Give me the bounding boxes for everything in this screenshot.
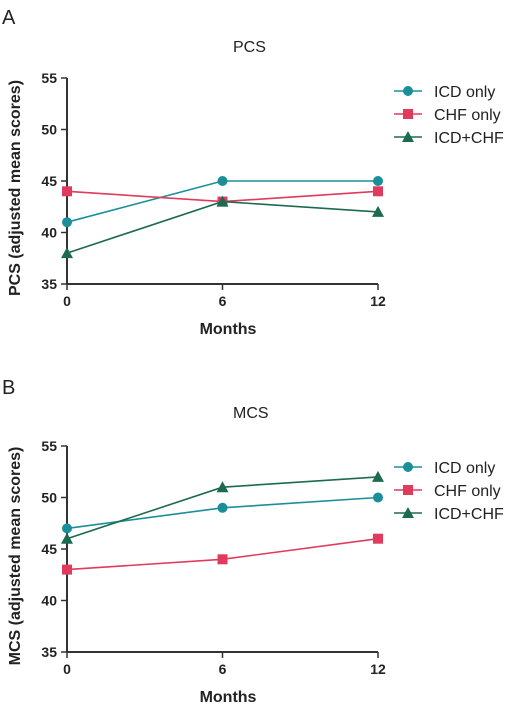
x-tick-label: 12 <box>370 293 386 309</box>
data-point <box>217 554 228 565</box>
y-tick-label: 40 <box>41 593 57 609</box>
legend-entry: ICD only <box>434 84 495 101</box>
legend-marker <box>402 131 414 142</box>
y-tick-label: 50 <box>41 490 57 506</box>
x-tick-label: 6 <box>219 293 227 309</box>
data-point <box>61 247 73 259</box>
series-icd-chf <box>61 195 384 259</box>
data-point <box>217 176 228 186</box>
y-tick-label: 45 <box>41 541 57 557</box>
data-point <box>62 217 72 228</box>
chart-title: PCS <box>233 39 266 56</box>
data-point <box>373 186 383 197</box>
data-point <box>62 186 72 197</box>
data-point <box>372 205 384 217</box>
series-line <box>66 537 379 571</box>
data-point <box>62 523 72 534</box>
data-point <box>216 481 229 493</box>
y-tick-label: 55 <box>41 70 57 86</box>
series-icd-only <box>62 176 383 228</box>
legend-marker <box>403 462 413 472</box>
legend-entry: ICD only <box>434 460 495 477</box>
series-chf-only <box>62 533 383 575</box>
legend-entry: CHF only <box>434 483 501 500</box>
chart-title: MCS <box>233 405 269 422</box>
y-axis-label: PCS (adjusted mean scores) <box>7 80 24 296</box>
legend-marker <box>403 109 413 119</box>
legend: ICD only CHF only ICD+CHF <box>394 84 504 147</box>
x-axis-label: Months <box>200 321 257 338</box>
y-tick-label: 40 <box>41 225 57 241</box>
y-tick-label: 45 <box>41 173 57 189</box>
data-point <box>62 564 72 575</box>
legend-entry: CHF only <box>434 107 501 124</box>
data-point <box>373 176 383 186</box>
data-point <box>373 533 383 544</box>
y-tick-label: 50 <box>41 122 57 138</box>
x-tick-label: 0 <box>63 293 71 309</box>
data-point <box>217 502 228 513</box>
chart-panel-b: B MCS 35 40 45 50 55 0 6 12 Months MCS (adjusted me… <box>2 377 504 706</box>
x-tick-label: 0 <box>63 661 71 677</box>
y-tick-label: 35 <box>41 644 57 660</box>
data-point <box>372 470 384 482</box>
y-tick-label: 55 <box>41 438 57 454</box>
series-icd-only <box>62 492 383 534</box>
legend-marker <box>402 507 414 518</box>
y-tick-label: 35 <box>41 276 57 292</box>
series-icd-chf <box>61 470 384 544</box>
chart-panel-a: A PCS 35 40 45 50 55 0 6 12 Months PCS (adjusted me… <box>2 7 504 338</box>
data-point <box>61 532 73 544</box>
x-axis-label: Months <box>200 689 257 706</box>
panel-letter: A <box>2 7 16 29</box>
legend: ICD only CHF only ICD+CHF <box>394 460 504 523</box>
data-point <box>216 195 229 207</box>
legend-entry: ICD+CHF <box>434 130 504 147</box>
x-tick-label: 6 <box>219 661 227 677</box>
panel-letter: B <box>2 377 15 399</box>
legend-marker <box>403 86 413 96</box>
data-point <box>373 492 383 503</box>
x-tick-label: 12 <box>370 661 386 677</box>
y-axis-label: MCS (adjusted mean scores) <box>7 447 24 666</box>
legend-marker <box>403 485 413 495</box>
legend-entry: ICD+CHF <box>434 506 504 523</box>
